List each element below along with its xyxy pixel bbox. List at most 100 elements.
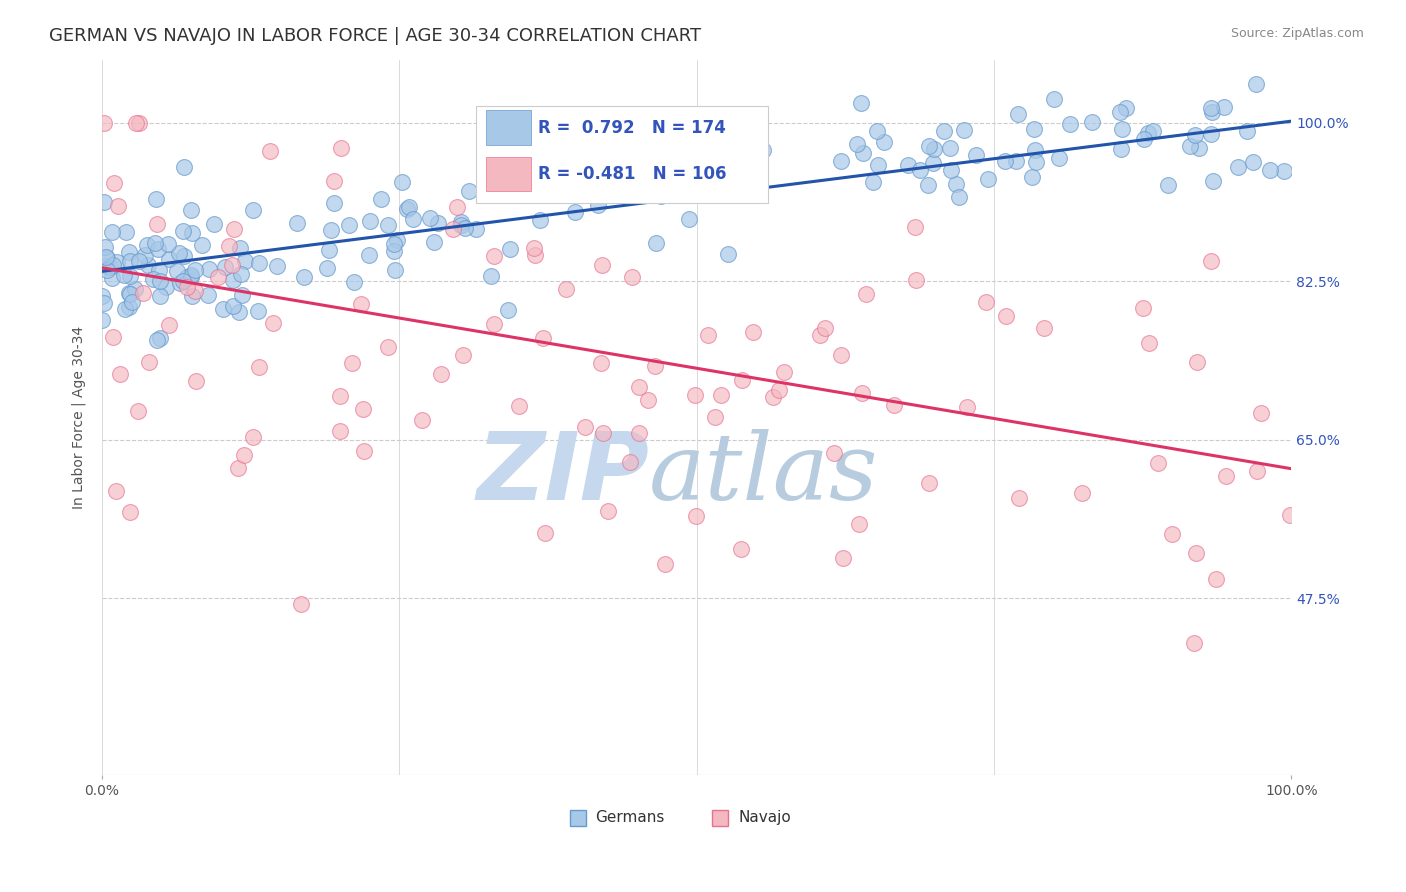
- Point: [221, 258, 243, 272]
- Point: [571, 130, 593, 145]
- Point: [316, 260, 339, 275]
- Point: [120, 254, 142, 268]
- Point: [450, 218, 472, 232]
- Point: [247, 256, 270, 270]
- Point: [855, 286, 877, 301]
- Point: [742, 325, 765, 339]
- Point: [112, 268, 135, 283]
- Point: [232, 448, 254, 462]
- Point: [1147, 456, 1170, 470]
- Text: Germans: Germans: [595, 810, 665, 825]
- Text: R = -0.481   N = 106: R = -0.481 N = 106: [538, 165, 727, 183]
- Point: [530, 188, 553, 202]
- Point: [1202, 174, 1225, 188]
- Point: [148, 263, 170, 277]
- Point: [641, 154, 664, 169]
- Point: [974, 294, 997, 309]
- Point: [222, 222, 245, 236]
- Point: [149, 289, 172, 303]
- Point: [1022, 122, 1045, 136]
- Point: [1161, 526, 1184, 541]
- Point: [976, 172, 998, 186]
- Point: [830, 348, 852, 362]
- Point: [934, 124, 956, 138]
- Point: [198, 262, 221, 277]
- Point: [1132, 301, 1154, 315]
- Point: [808, 327, 831, 342]
- Point: [132, 285, 155, 300]
- Point: [1043, 92, 1066, 106]
- Point: [596, 503, 619, 517]
- Point: [149, 331, 172, 345]
- Point: [948, 190, 970, 204]
- Point: [564, 205, 586, 219]
- Point: [155, 279, 177, 293]
- Point: [94, 259, 117, 273]
- Point: [166, 264, 188, 278]
- Point: [114, 302, 136, 317]
- Point: [105, 255, 128, 269]
- Point: [1157, 178, 1180, 193]
- Point: [1258, 163, 1281, 178]
- Point: [138, 355, 160, 369]
- Point: [292, 270, 315, 285]
- Point: [683, 387, 706, 401]
- Point: [290, 597, 312, 611]
- Text: Source: ZipAtlas.com: Source: ZipAtlas.com: [1230, 27, 1364, 40]
- Point: [862, 175, 884, 189]
- Point: [697, 327, 720, 342]
- Point: [142, 271, 165, 285]
- Point: [118, 245, 141, 260]
- Point: [370, 192, 392, 206]
- Y-axis label: In Labor Force | Age 30-34: In Labor Force | Age 30-34: [72, 326, 86, 508]
- Point: [108, 367, 131, 381]
- Point: [98, 260, 121, 274]
- Point: [768, 383, 790, 397]
- Point: [101, 271, 124, 285]
- Point: [866, 124, 889, 138]
- Point: [848, 517, 870, 532]
- Point: [451, 348, 474, 362]
- Point: [952, 123, 974, 137]
- Point: [586, 198, 609, 212]
- Point: [591, 258, 613, 272]
- Point: [149, 274, 172, 288]
- Point: [498, 302, 520, 317]
- Point: [1178, 139, 1201, 153]
- Point: [918, 139, 941, 153]
- Point: [107, 199, 129, 213]
- Point: [329, 424, 352, 438]
- Point: [419, 211, 441, 225]
- Point: [474, 179, 496, 194]
- Point: [180, 268, 202, 282]
- Point: [904, 219, 927, 234]
- Point: [90, 313, 112, 327]
- Point: [202, 217, 225, 231]
- Point: [180, 226, 202, 240]
- Point: [124, 282, 146, 296]
- Point: [1008, 491, 1031, 506]
- FancyBboxPatch shape: [486, 157, 531, 191]
- Point: [851, 146, 873, 161]
- Point: [574, 420, 596, 434]
- Point: [377, 218, 399, 232]
- Point: [352, 402, 374, 417]
- Point: [1205, 572, 1227, 586]
- Point: [905, 273, 928, 287]
- Point: [121, 294, 143, 309]
- Point: [94, 240, 117, 254]
- Point: [157, 252, 180, 267]
- Point: [93, 116, 115, 130]
- Point: [1005, 154, 1028, 169]
- Point: [1243, 155, 1265, 169]
- Point: [249, 360, 271, 375]
- Point: [849, 96, 872, 111]
- Point: [873, 135, 896, 149]
- Point: [709, 172, 731, 186]
- Point: [184, 263, 207, 277]
- Point: [555, 282, 578, 296]
- Point: [101, 330, 124, 344]
- Point: [592, 425, 614, 440]
- Text: atlas: atlas: [650, 429, 879, 519]
- Point: [207, 269, 229, 284]
